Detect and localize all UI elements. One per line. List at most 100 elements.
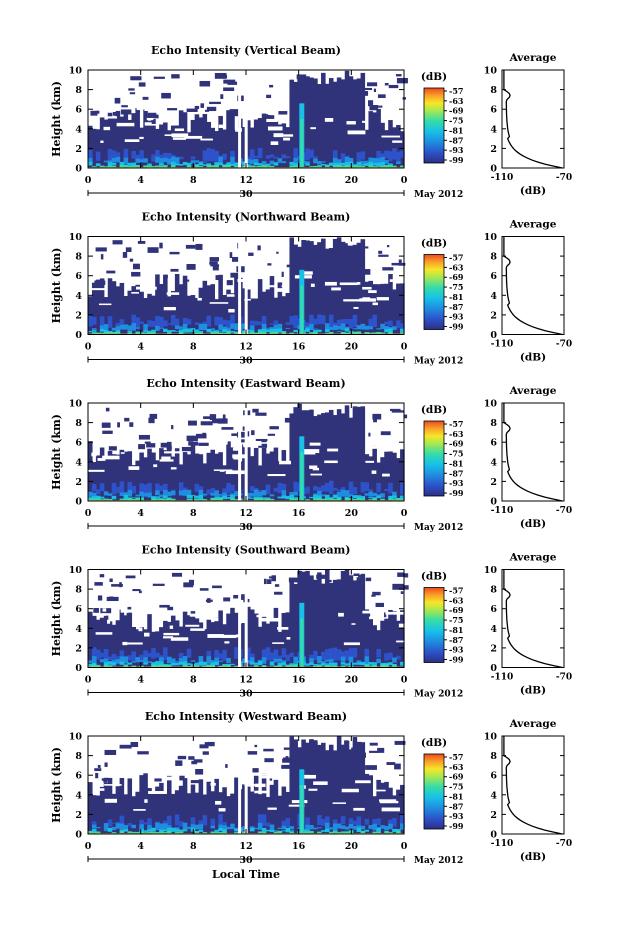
surface-band xyxy=(167,330,172,333)
surface-band xyxy=(167,491,172,497)
surface-band xyxy=(289,826,294,830)
surface-band xyxy=(246,332,251,334)
surface-band xyxy=(249,492,255,497)
echo-patch xyxy=(138,434,150,440)
surface-band xyxy=(344,497,350,501)
surface-band xyxy=(285,495,291,500)
surface-band xyxy=(261,161,267,165)
surface-band xyxy=(155,156,160,163)
surface-band xyxy=(277,664,283,667)
surface-band xyxy=(348,157,354,165)
echo-column xyxy=(384,283,389,335)
echo-column xyxy=(99,447,105,501)
surface-band xyxy=(293,497,298,500)
surface-band xyxy=(159,165,164,168)
surface-band xyxy=(309,314,314,328)
clear-patch xyxy=(131,277,146,280)
surface-band xyxy=(147,330,152,333)
echo-patch xyxy=(267,263,272,266)
surface-band xyxy=(265,327,271,329)
echo-column xyxy=(289,237,294,335)
clear-patch xyxy=(369,611,380,614)
echo-column xyxy=(127,451,133,501)
surface-band xyxy=(155,483,160,494)
surface-band xyxy=(340,656,346,662)
surface-band xyxy=(147,483,152,494)
surface-band xyxy=(249,165,255,168)
surface-band xyxy=(178,156,184,160)
surface-band xyxy=(131,651,136,662)
echo-patch xyxy=(106,270,116,276)
echo-column xyxy=(131,286,136,335)
echo-column xyxy=(348,245,354,335)
surface-band xyxy=(234,832,239,834)
surface-band xyxy=(257,147,263,159)
echo-column xyxy=(372,284,377,335)
profile-y-tick-label: 4 xyxy=(490,291,497,302)
echo-column xyxy=(253,298,259,335)
clear-patch xyxy=(95,632,113,635)
clear-patch xyxy=(288,804,305,807)
surface-band xyxy=(246,497,251,499)
echo-patch xyxy=(263,578,267,585)
echo-column xyxy=(119,777,125,834)
surface-band xyxy=(281,662,287,666)
surface-band xyxy=(198,489,204,496)
surface-band xyxy=(230,823,235,830)
clear-patch xyxy=(103,126,111,131)
colorbar-tick-label: -75 xyxy=(449,615,463,625)
echo-patch xyxy=(227,81,238,85)
surface-band xyxy=(336,331,342,332)
surface-band xyxy=(249,497,255,499)
echo-column xyxy=(119,449,125,501)
echo-patch xyxy=(212,264,219,271)
surface-band xyxy=(257,491,263,497)
surface-band xyxy=(127,662,133,665)
clear-patch xyxy=(371,470,377,474)
echo-patch xyxy=(93,607,99,613)
surface-band xyxy=(222,649,227,661)
y-tick-label: 6 xyxy=(75,604,82,615)
surface-band xyxy=(103,166,109,168)
surface-band xyxy=(151,154,156,162)
clear-patch xyxy=(146,117,154,121)
surface-band xyxy=(131,661,136,663)
y-tick-label: 8 xyxy=(75,751,82,762)
surface-band xyxy=(317,487,322,492)
clear-patch xyxy=(218,808,226,812)
x-tick-label: 0 xyxy=(85,675,92,686)
surface-band xyxy=(253,487,259,491)
surface-band xyxy=(123,656,129,664)
surface-band xyxy=(313,318,318,325)
surface-band xyxy=(190,824,196,829)
surface-band xyxy=(325,822,330,831)
echo-column xyxy=(336,77,342,168)
colorbar-tick-label: -57 xyxy=(449,752,463,762)
clear-patch xyxy=(362,297,371,300)
surface-band xyxy=(332,157,338,163)
echo-column xyxy=(273,607,279,668)
convective-core xyxy=(300,785,304,834)
surface-band xyxy=(313,158,318,164)
surface-band xyxy=(230,330,235,333)
surface-band xyxy=(127,330,133,333)
surface-band xyxy=(348,494,354,498)
surface-band xyxy=(226,330,231,332)
colorbar-tick-label: -57 xyxy=(449,86,463,96)
surface-band xyxy=(372,664,377,667)
y-tick-label: 0 xyxy=(75,330,82,341)
surface-band xyxy=(265,829,271,832)
surface-band xyxy=(167,158,172,165)
surface-band xyxy=(123,324,129,330)
surface-band xyxy=(285,156,291,159)
surface-band xyxy=(340,331,346,334)
surface-band xyxy=(293,656,298,664)
surface-band xyxy=(305,831,310,834)
clear-patch xyxy=(284,780,288,784)
surface-band xyxy=(206,328,212,333)
surface-band xyxy=(214,162,219,166)
clear-patch xyxy=(120,452,125,454)
panel-title: Echo Intensity (Southward Beam) xyxy=(142,544,351,557)
clear-patch xyxy=(218,124,224,129)
